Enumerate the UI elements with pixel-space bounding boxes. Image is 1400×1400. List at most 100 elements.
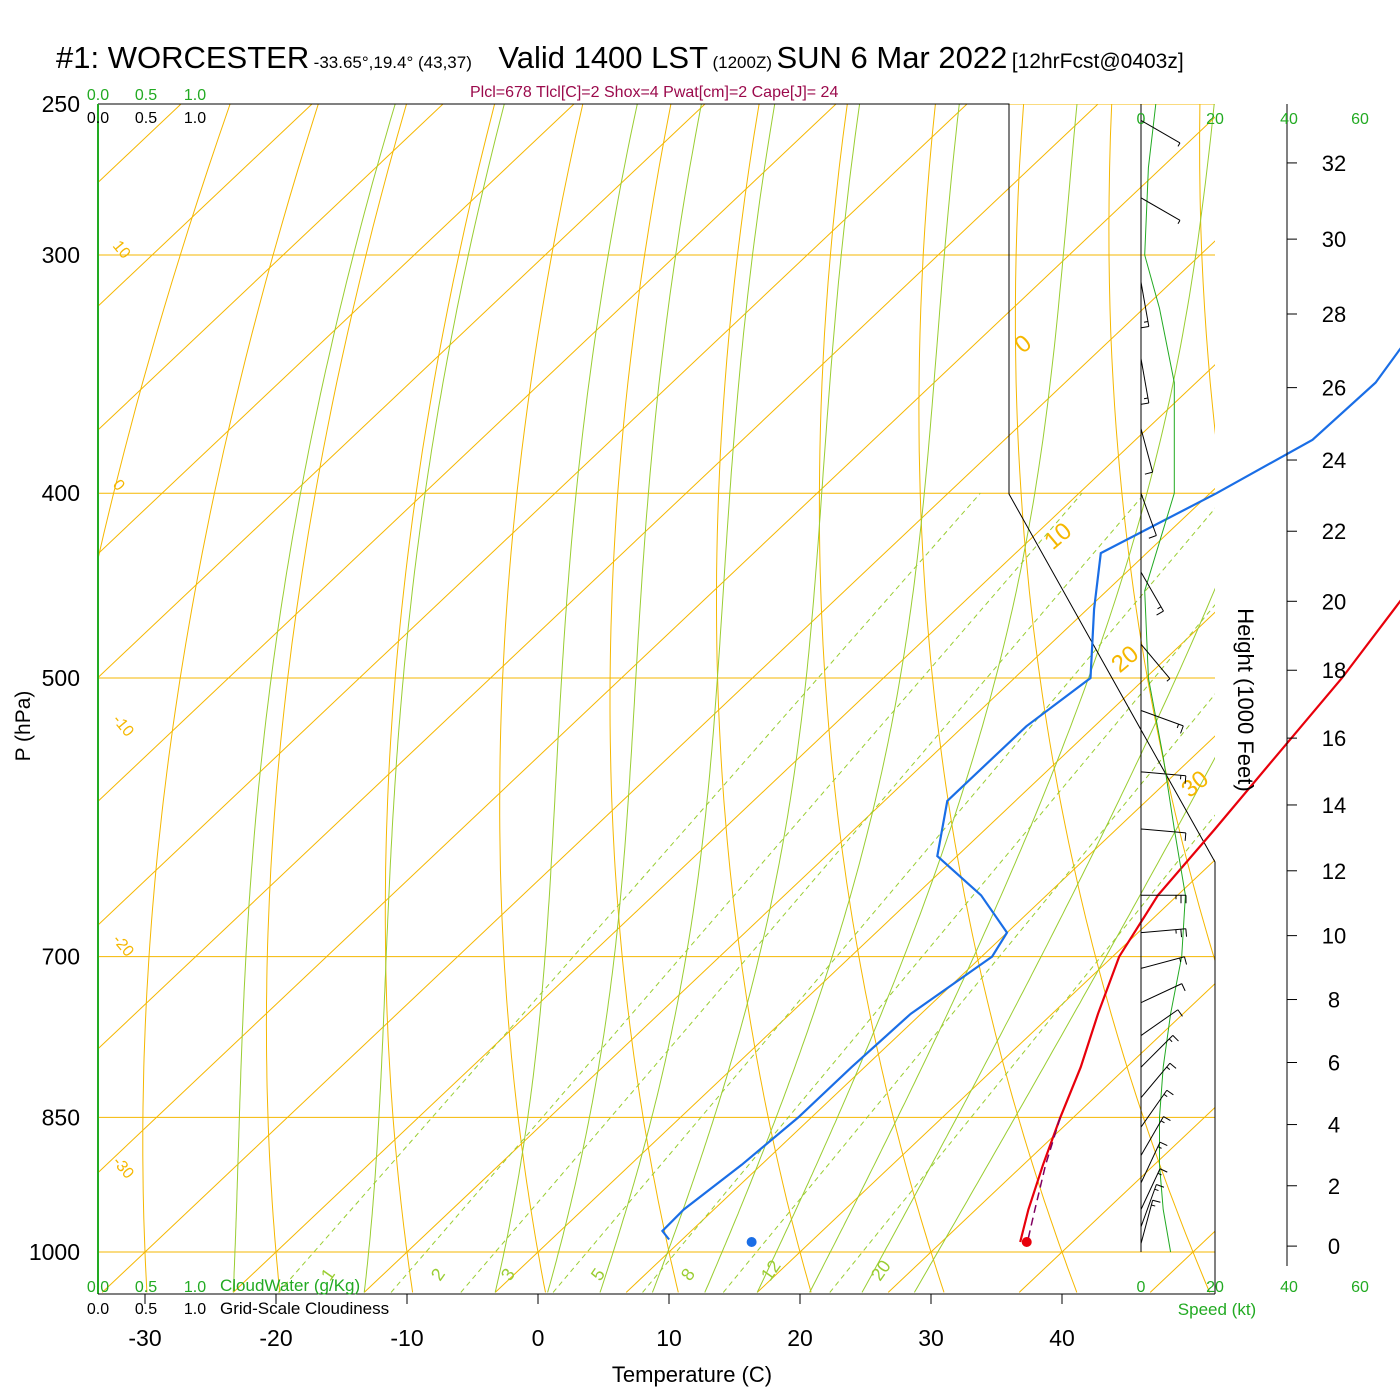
wind-barb: [1140, 1184, 1165, 1227]
theta-label: 10: [1039, 517, 1077, 555]
isotherm-line: [98, 116, 1215, 1174]
moist-adiabat-line: [232, 104, 396, 1293]
wind-barb: [1140, 1062, 1177, 1099]
wind-speed-tick-label: 60: [1351, 111, 1369, 128]
wind-barb: [1140, 358, 1150, 405]
height-tick-label: 28: [1322, 302, 1346, 327]
wind-speed-tick-label: 40: [1280, 111, 1298, 128]
isotherm-line: [98, 104, 1099, 1050]
dry-adiabat-line: [265, 104, 408, 1293]
mixing-ratio-line: [722, 693, 1215, 1293]
dry-adiabat-line: [1199, 104, 1215, 435]
wind-barb: [1140, 956, 1188, 969]
y-axis-label: P (hPa): [12, 691, 35, 762]
cloudwater-scale-tick: 1.0: [184, 87, 206, 104]
wind-barb: [1140, 1035, 1179, 1068]
temperature-tick-label: -20: [259, 1325, 292, 1351]
moist-adiabat-line: [599, 104, 776, 1293]
wind-barb: [1140, 119, 1181, 147]
cloudwater-scale-tick: 0.5: [135, 1279, 157, 1296]
dry-adiabat-line: [1108, 104, 1215, 963]
wind-barb: [1140, 828, 1187, 841]
wind-barb: [1140, 710, 1184, 734]
isotherm-line: [98, 104, 313, 307]
mixing-ratio-line: [642, 604, 1215, 1293]
surface-dewpoint-dot: [746, 1237, 757, 1248]
wind-barb: [1140, 1089, 1174, 1128]
chart-title: #1: WORCESTER -33.65°,19.4° (43,37) Vali…: [56, 40, 1184, 76]
height-tick-label: 8: [1328, 988, 1340, 1013]
cloudiness-scale-tick: 1.0: [184, 1301, 206, 1318]
parcel-line: [1026, 1117, 1062, 1242]
height-tick-label: 2: [1328, 1174, 1340, 1199]
dry-adiabat-line: [609, 104, 679, 1293]
stability-indices: Plcl=678 Tlcl[C]=2 Shox=4 Pwat[cm]=2 Cap…: [470, 84, 839, 101]
temperature-tick-label: 20: [787, 1325, 813, 1351]
moist-adiabat-line: [651, 104, 861, 1293]
cloudwater-scale-tick: 1.0: [184, 1279, 206, 1296]
x-axis-label: Temperature (C): [612, 1362, 772, 1387]
moist-adiabat-line: [363, 104, 505, 1293]
wind-barb: [1140, 428, 1154, 475]
pressure-tick-label: 850: [42, 1104, 80, 1130]
axis-labels: Temperature (C) P (hPa) Height (1000 Fee…: [12, 608, 1258, 1387]
isotherm-line: [98, 104, 575, 555]
height-tick-label: 14: [1322, 793, 1346, 818]
wind-speed-tick-label: 40: [1280, 1279, 1298, 1296]
height-tick-label: 16: [1322, 726, 1346, 751]
height-tick-label: 6: [1328, 1050, 1340, 1075]
station-location: -33.65°,19.4° (43,37): [313, 53, 472, 72]
temperature-tick-label: 0: [532, 1325, 545, 1351]
wind-speed-tick-label: 60: [1351, 1279, 1369, 1296]
isotherm-line: [98, 104, 706, 679]
cloudwater-scale-tick: 0.5: [135, 87, 157, 104]
cloudiness-label: Grid-Scale Cloudiness: [220, 1299, 389, 1318]
temperature-tick-label: 40: [1049, 1325, 1075, 1351]
dry-adiabat-line: [818, 104, 945, 1293]
pressure-tick-label: 500: [42, 665, 80, 691]
pressure-tick-label: 1000: [29, 1239, 80, 1265]
pressure-tick-label: 400: [42, 480, 80, 506]
moist-adiabat-line: [547, 104, 702, 1293]
height-tick-label: 22: [1322, 519, 1346, 544]
dry-adiabat-line: [98, 104, 231, 562]
surface-temperature-dot: [1021, 1237, 1032, 1248]
height-tick-label: 20: [1322, 589, 1346, 614]
wind-speed-tick-label: 0: [1137, 111, 1146, 128]
pressure-tick-label: 700: [42, 944, 80, 970]
isotherm-label: 10: [109, 238, 134, 263]
height-tick-label: 4: [1328, 1113, 1340, 1138]
isotherm-line: [1149, 1230, 1215, 1293]
height-tick-label: 12: [1322, 859, 1346, 884]
isotherm-line: [887, 982, 1215, 1293]
cloudiness-scale-tick: 0.5: [135, 1301, 157, 1318]
temperature-tick-label: 30: [918, 1325, 944, 1351]
isotherm-line: [98, 104, 444, 431]
isotherm-line: [756, 859, 1215, 1293]
wind-barb: [1140, 771, 1187, 784]
plot-border: [98, 103, 1216, 1294]
moist-adiabat-line: [913, 756, 1215, 1293]
wind-barb: [1140, 643, 1171, 682]
valid-time: Valid 1400 LST: [498, 40, 709, 75]
forecast-tag: [12hrFcst@0403z]: [1011, 50, 1184, 73]
temperature-tick-label: -30: [128, 1325, 161, 1351]
plot-frame: [97, 103, 1216, 1295]
wind-barb: [1140, 282, 1150, 329]
moist-adiabat-line: [756, 104, 1078, 1293]
wind-barb: [1140, 197, 1181, 225]
wind-speed-label: Speed (kt): [1178, 1300, 1256, 1319]
mixing-ratio-label: 2: [427, 1265, 449, 1285]
height-tick-label: 18: [1322, 658, 1346, 683]
cloudiness-scale-tick: 0.0: [87, 110, 109, 127]
sounding-profiles: [660, 347, 1400, 1248]
wind-barb: [1140, 983, 1186, 1004]
cloudiness-scale-tick: 0.5: [135, 110, 157, 127]
theta-label: 0: [1009, 330, 1037, 359]
height-tick-label: 32: [1322, 151, 1346, 176]
cloudiness-scale-tick: 0.0: [87, 1301, 109, 1318]
wind-barb: [1140, 928, 1188, 938]
valid-date: SUN 6 Mar 2022: [776, 40, 1008, 75]
isotherm-line: [98, 104, 837, 802]
